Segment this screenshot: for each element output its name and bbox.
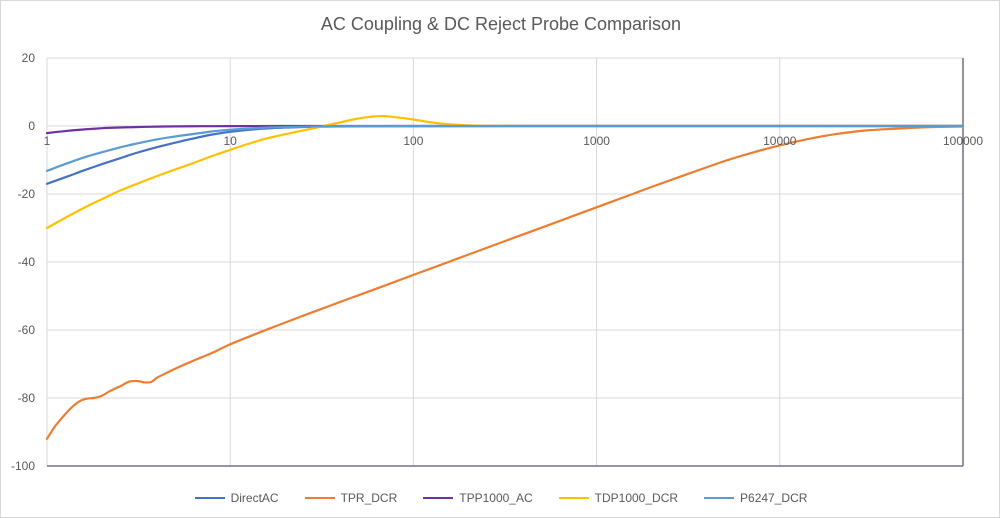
x-tick-label: 100 <box>403 134 424 148</box>
legend-item-TDP1000_DCR: TDP1000_DCR <box>558 491 679 505</box>
y-tick-label: -80 <box>17 391 35 405</box>
legend-line-swatch <box>423 497 454 499</box>
y-tick-label: -20 <box>17 187 35 201</box>
series-line-P6247_DCR <box>45 124 965 172</box>
legend-item-DirectAC: DirectAC <box>194 491 279 505</box>
x-tick-label: 1000 <box>583 134 610 148</box>
legend-item-TPR_DCR: TPR_DCR <box>304 491 398 505</box>
legend-line-swatch <box>194 497 225 499</box>
legend-line-swatch <box>704 497 735 499</box>
legend-line-swatch <box>558 497 589 499</box>
y-tick-label: 20 <box>21 51 35 65</box>
x-tick-label: 100000 <box>942 134 984 148</box>
legend-item-TPP1000_AC: TPP1000_AC <box>423 491 533 505</box>
x-tick-label: 10 <box>223 134 237 148</box>
x-tick-label: 1 <box>43 134 51 148</box>
series-line-TPR_DCR <box>45 125 965 440</box>
chart-legend: DirectAC TPR_DCR TPP1000_AC TDP1000_DCR P624… <box>1 491 999 505</box>
series-line-TDP1000_DCR <box>45 114 965 230</box>
legend-line-swatch <box>304 497 335 499</box>
chart-title: AC Coupling & DC Reject Probe Comparison <box>320 14 682 34</box>
x-tick-label: 10000 <box>763 134 797 148</box>
legend-label: DirectAC <box>230 491 279 505</box>
legend-label: TPR_DCR <box>340 491 398 505</box>
y-tick-label: -100 <box>10 459 35 473</box>
legend-label: P6247_DCR <box>740 491 808 505</box>
legend-label: TDP1000_DCR <box>594 491 679 505</box>
legend-item-P6247_DCR: P6247_DCR <box>704 491 807 505</box>
legend-label: TPP1000_AC <box>459 491 533 505</box>
y-tick-label: -60 <box>17 323 35 337</box>
y-tick-label: 0 <box>28 119 35 133</box>
y-tick-label: -40 <box>17 255 35 269</box>
